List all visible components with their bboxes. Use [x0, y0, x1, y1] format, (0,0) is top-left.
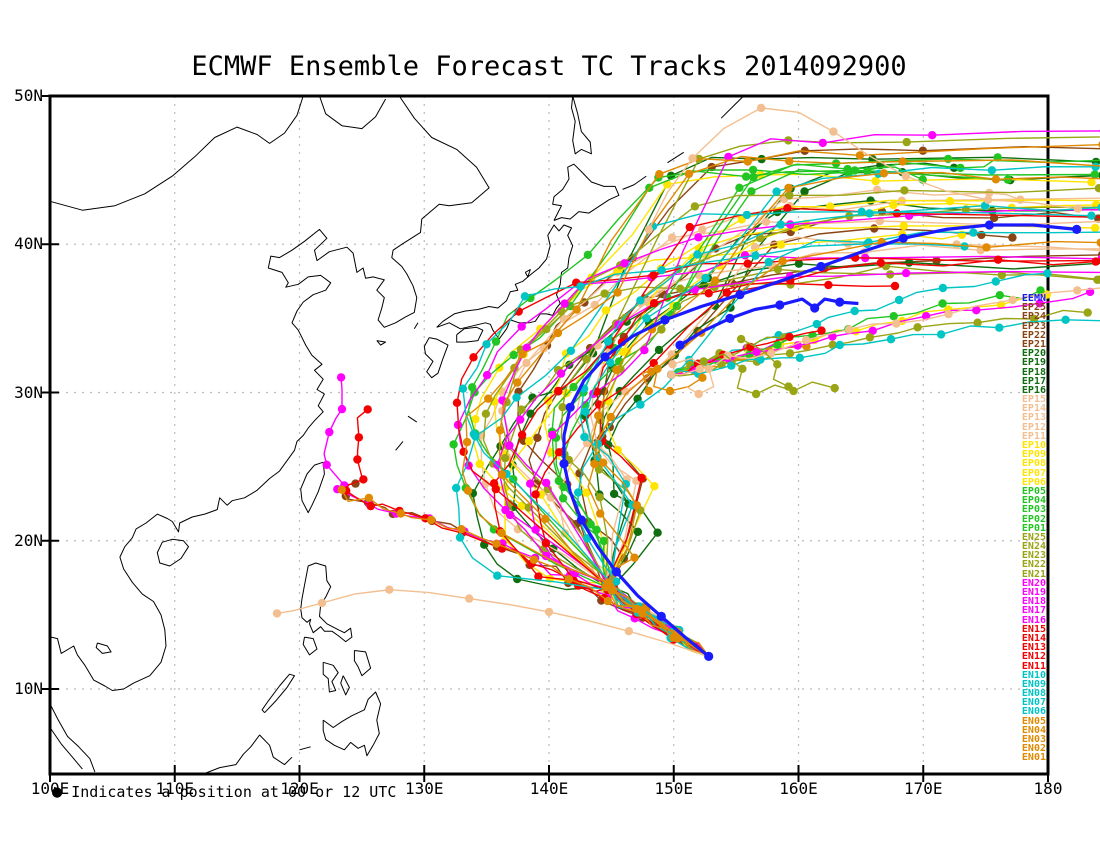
legend-item-eemn: EEMN — [1021, 293, 1046, 304]
legend-item-en11: EN11 — [1021, 660, 1046, 672]
y-tick-label: 30N — [14, 382, 43, 402]
x-tick-label: 150E — [654, 779, 694, 798]
legend-item-ep24: EP24 — [1021, 311, 1046, 323]
extra-tracks — [272, 103, 1083, 661]
legend-item-ep05: EP05 — [1021, 485, 1046, 497]
legend-item-en16: EN16 — [1021, 614, 1046, 626]
legend-item-ep02: EP02 — [1021, 513, 1046, 525]
x-tick-label: 130E — [404, 779, 444, 798]
legend-item-ep07: EP07 — [1021, 467, 1046, 479]
legend-item-ep18: EP18 — [1021, 366, 1046, 378]
x-tick-label: 120E — [280, 779, 319, 798]
legend-item-en24: EN24 — [1021, 541, 1046, 553]
legend-item-en13: EN13 — [1021, 642, 1046, 654]
legend-item-ep13: EP13 — [1021, 412, 1046, 424]
legend-item-ep03: EP03 — [1021, 504, 1046, 516]
legend-item-en09: EN09 — [1021, 678, 1046, 690]
plot-frame — [42, 94, 1050, 782]
legend-item-en10: EN10 — [1021, 669, 1046, 681]
legend-item-ep22: EP22 — [1021, 329, 1046, 341]
legend: EEMN EP25 EP24 EP23 EP22 EP21 EP20 EP19 EP18 EP17… — [1021, 293, 1046, 764]
legend-item-ep08: EP08 — [1021, 458, 1046, 470]
x-tick-label: 170E — [903, 779, 943, 798]
legend-item-en23: EN23 — [1021, 550, 1046, 562]
chart-title: ECMWF Ensemble Forecast TC Tracks 201409… — [191, 51, 907, 82]
footnote: ● Indicates a position at 00 or 12 UTC — [52, 783, 396, 801]
legend-item-en08: EN08 — [1021, 688, 1046, 700]
footnote-text: Indicates a position at 00 or 12 UTC — [71, 783, 397, 801]
legend-item-ep25: EP25 — [1021, 302, 1046, 314]
legend-item-ep21: EP21 — [1021, 338, 1046, 350]
legend-item-ep19: EP19 — [1021, 357, 1046, 369]
legend-item-ep16: EP16 — [1021, 384, 1046, 396]
legend-item-en14: EN14 — [1021, 632, 1046, 644]
legend-item-en18: EN18 — [1021, 596, 1046, 608]
legend-item-ep06: EP06 — [1021, 476, 1046, 488]
coastlines — [49, 95, 744, 774]
ensemble-tracks — [322, 129, 1100, 661]
legend-item-ep12: EP12 — [1021, 421, 1046, 433]
legend-item-ep15: EP15 — [1021, 394, 1046, 406]
x-tick-label: 140E — [529, 779, 569, 798]
legend-item-en04: EN04 — [1021, 724, 1046, 736]
legend-item-en21: EN21 — [1021, 568, 1046, 580]
x-tick-label: 110E — [155, 779, 195, 798]
y-tick-label: 10N — [14, 679, 43, 698]
legend-item-en02: EN02 — [1021, 743, 1046, 755]
legend-item-en01: EN01 — [1021, 752, 1046, 764]
y-tick-label: 40N — [14, 234, 43, 254]
legend-item-en07: EN07 — [1021, 697, 1046, 709]
legend-item-en12: EN12 — [1021, 651, 1046, 663]
legend-item-en25: EN25 — [1021, 531, 1046, 543]
y-tick-label: 50N — [14, 86, 43, 105]
legend-item-ep17: EP17 — [1021, 375, 1046, 387]
legend-item-ep10: EP10 — [1021, 440, 1046, 451]
x-tick-label: 100E — [30, 779, 70, 798]
legend-item-ep14: EP14 — [1021, 403, 1046, 415]
y-tick-label: 20N — [14, 530, 43, 550]
legend-item-en20: EN20 — [1021, 577, 1046, 589]
legend-item-ep11: EP11 — [1021, 430, 1046, 442]
ensemble-mean-track — [559, 220, 1082, 662]
legend-item-en05: EN05 — [1021, 715, 1046, 727]
legend-item-ep09: EP09 — [1021, 449, 1046, 461]
legend-item-en22: EN22 — [1021, 559, 1046, 571]
x-tick-label: 160E — [779, 779, 818, 798]
position-dot-icon: ● — [52, 781, 63, 802]
x-tick-label: 180 — [1033, 779, 1063, 798]
legend-item-ep01: EP01 — [1021, 522, 1046, 534]
legend-item-ep04: EP04 — [1021, 495, 1046, 507]
legend-item-en15: EN15 — [1021, 623, 1046, 635]
legend-item-en19: EN19 — [1021, 587, 1046, 598]
legend-item-ep20: EP20 — [1021, 348, 1046, 360]
legend-item-ep23: EP23 — [1021, 320, 1046, 332]
legend-item-en06: EN06 — [1021, 706, 1046, 718]
legend-item-en17: EN17 — [1021, 605, 1046, 617]
legend-item-en03: EN03 — [1021, 734, 1046, 745]
